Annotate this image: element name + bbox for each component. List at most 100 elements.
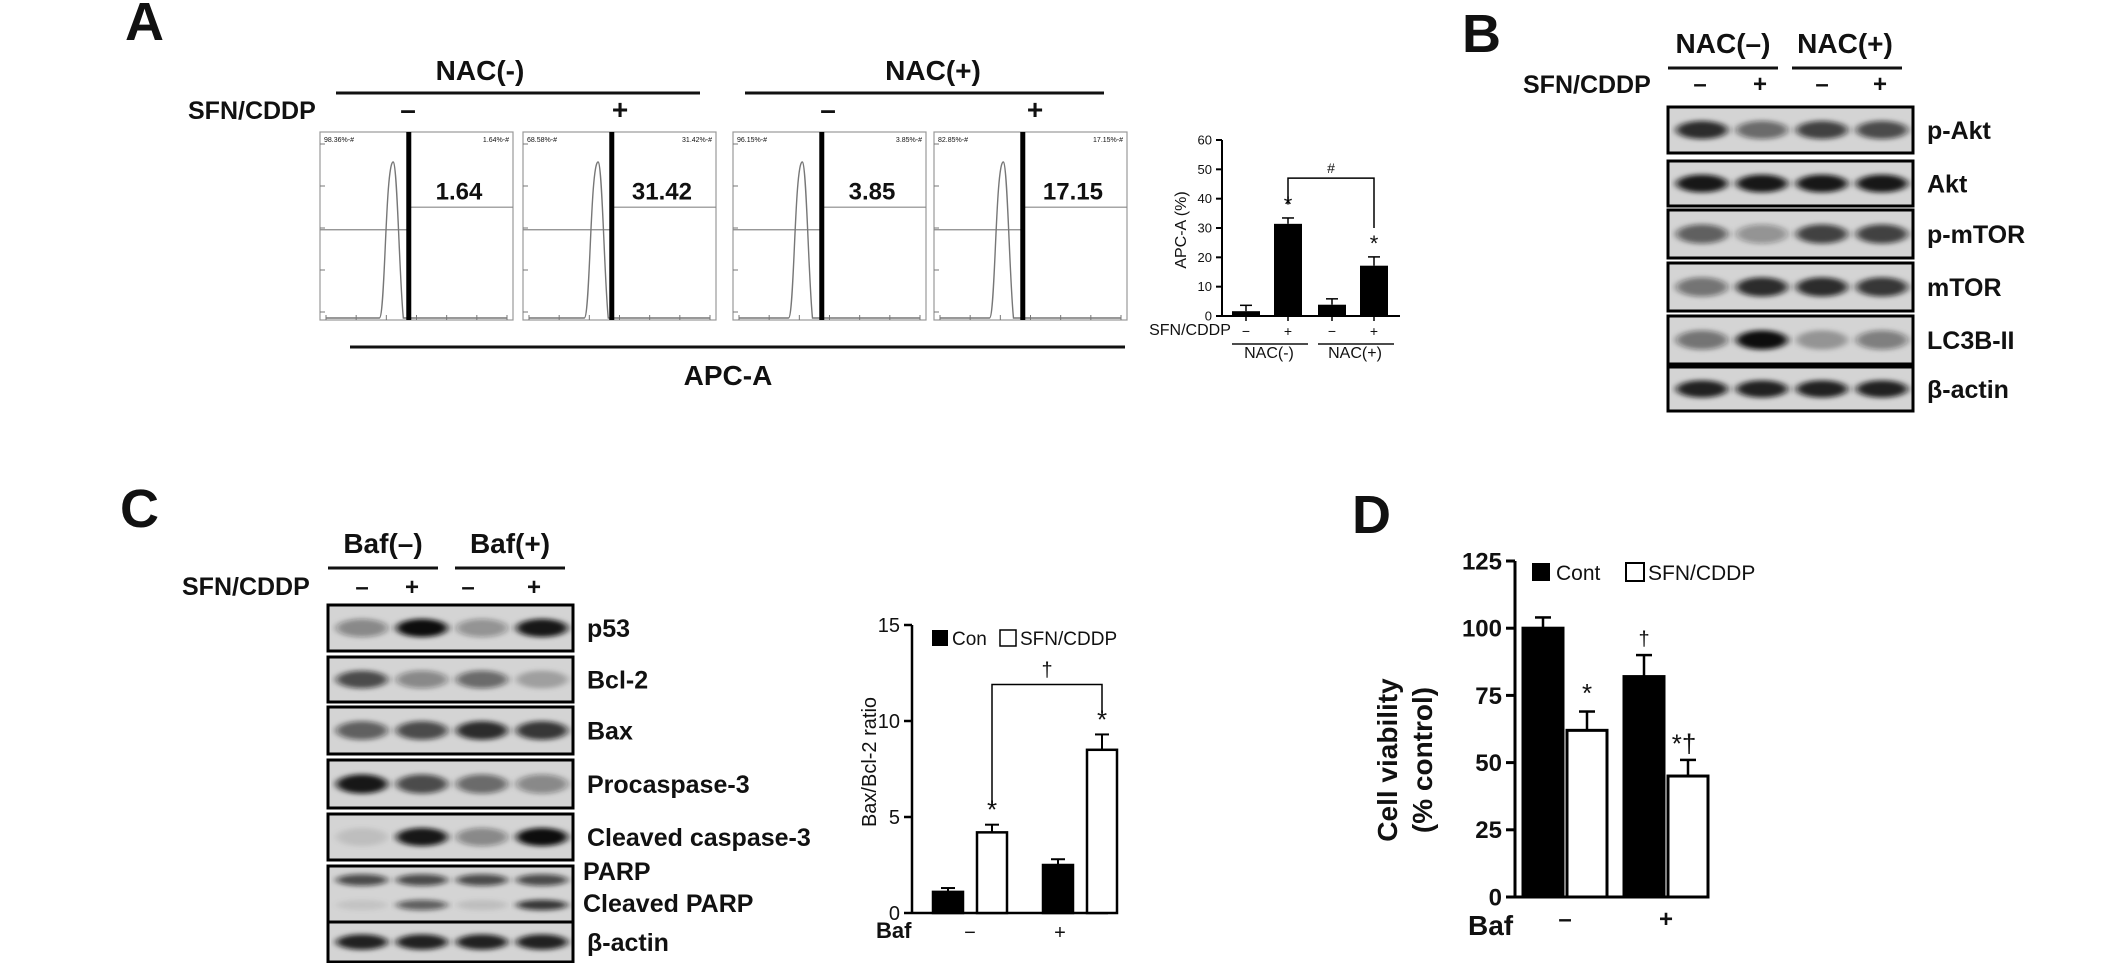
blot-band [1676, 380, 1728, 398]
blot-band [1796, 224, 1848, 244]
legend-swatch-sfn [999, 629, 1017, 647]
blot-band [516, 721, 568, 740]
bar-sfn [975, 831, 1009, 915]
legend-swatch-sfn [1625, 562, 1645, 582]
y-tick-label: 15 [878, 615, 900, 637]
blot-band [396, 670, 448, 689]
apc-group-nac-pos: NAC(+) [1328, 345, 1382, 362]
y-tick-label: 50 [1475, 750, 1502, 777]
y-tick-label: 125 [1462, 548, 1502, 575]
viability-ylabel: Cell viability [1372, 678, 1403, 842]
comparison-mark: # [1327, 160, 1335, 176]
bar-cont [1521, 626, 1565, 899]
cell-viability-chart: Cell viability (% control) Baf 0 25 50 75 10… [1372, 548, 1755, 941]
b-lane-signs: – + – + [1693, 71, 1887, 98]
blot-label: Bcl-2 [587, 667, 648, 695]
blot-band [396, 874, 448, 886]
legend-label-sfn: SFN/CDDP [1648, 562, 1755, 585]
blot-band [336, 874, 388, 886]
panel-c-label: C [120, 479, 159, 539]
y-tick-label: 20 [1198, 250, 1212, 265]
histogram-left-percent: 98.36%-# [324, 137, 354, 144]
apc-axis-label: APC-A [684, 360, 773, 391]
blot-band [1856, 174, 1908, 193]
blot-band [456, 618, 508, 638]
bar [1318, 304, 1346, 316]
legend-swatch-con [932, 630, 948, 646]
y-tick-label: 50 [1198, 162, 1212, 177]
x-tick-label: − [1328, 323, 1336, 339]
histogram-right-percent: 1.64%-# [483, 137, 509, 144]
blot-band [1736, 380, 1788, 398]
significance-mark: *† [1672, 729, 1697, 759]
blot-band [396, 618, 448, 638]
blot-band [1736, 174, 1788, 193]
y-tick-label: 40 [1198, 191, 1212, 206]
blot-band [1676, 224, 1728, 244]
blot-band [1856, 380, 1908, 398]
blot-band [456, 874, 508, 886]
blot-band [396, 827, 448, 847]
b-treatment-label: SFN/CDDP [1523, 71, 1651, 99]
significance-mark: * [1097, 704, 1107, 734]
lane-sign: + [1873, 71, 1887, 98]
y-tick-label: 60 [1198, 133, 1212, 148]
blot-label: β-actin [1927, 376, 2009, 404]
blot-label: PARP [583, 858, 651, 886]
histogram-value: 1.64 [436, 179, 483, 206]
histogram-left-percent: 68.58%-# [527, 137, 557, 144]
apc-treat-row: SFN/CDDP [1149, 322, 1231, 339]
x-tick-label: – [1558, 906, 1571, 933]
c-baf-pos: Baf(+) [470, 528, 550, 559]
lane-sign: – [1815, 71, 1828, 98]
comparison-bracket [991, 683, 1103, 806]
x-tick-label: + [1659, 906, 1673, 933]
blot-band [1796, 380, 1848, 398]
a-minus-2: – [820, 94, 836, 125]
c-lane-signs: – + – + [355, 574, 541, 601]
bar [1232, 311, 1260, 316]
b-nac-pos: NAC(+) [1797, 28, 1893, 59]
histogram-left-percent: 96.15%-# [737, 137, 767, 144]
blot-label: p53 [587, 615, 630, 643]
western-blot-c: p53 Bcl-2 Bax Procaspase-3 Cleaved caspase-3… [326, 603, 811, 963]
panel-a-label: A [125, 0, 164, 52]
blot-band [1736, 277, 1788, 297]
blot-band [456, 774, 508, 794]
blot-band [1676, 330, 1728, 350]
western-blot-b: p-Akt Akt p-mTOR mTOR LC3B-II β-actin [1666, 105, 2025, 413]
y-tick-label: 0 [889, 903, 900, 925]
panel-b-label: B [1462, 4, 1501, 64]
treatment-label: SFN/CDDP [188, 97, 316, 125]
viability-baf-row: Baf [1468, 910, 1514, 941]
blot-band [1856, 277, 1908, 297]
blot-band [1856, 330, 1908, 350]
significance-mark: * [1370, 231, 1379, 256]
blot-band [1736, 330, 1788, 350]
bax-bcl2-chart: Bax/Bcl-2 ratio Baf 0 5 10 15 − + * * † Con SFN/CD… [859, 615, 1119, 944]
y-tick-label: 25 [1475, 817, 1502, 844]
panel-d-label: D [1352, 485, 1391, 545]
blot-band [456, 899, 508, 911]
histogram-frame [319, 131, 514, 321]
blot-band [396, 774, 448, 794]
blot-band [516, 899, 568, 911]
blot-band [516, 774, 568, 794]
histogram-value: 17.15 [1043, 179, 1103, 206]
blot-band [456, 934, 508, 950]
histogram-curve [326, 161, 507, 319]
bar-con [1041, 863, 1075, 915]
b-nac-neg: NAC(–) [1676, 28, 1771, 59]
flow-histograms: 1.64 98.36%-# 1.64%-# 31.42 68.58%-# 31.42%-#… [319, 131, 1128, 321]
legend-label-sfn: SFN/CDDP [1020, 629, 1117, 650]
legend-swatch-cont [1532, 563, 1550, 581]
blot-label: p-Akt [1927, 117, 1992, 145]
bar [1274, 223, 1302, 316]
blot-band [1856, 224, 1908, 244]
blot-label: mTOR [1927, 274, 2002, 302]
histogram-curve [940, 161, 1121, 319]
blot-band [396, 899, 448, 911]
x-tick-label: − [964, 922, 976, 944]
lane-sign: + [527, 574, 541, 601]
comparison-mark: † [1041, 660, 1052, 682]
